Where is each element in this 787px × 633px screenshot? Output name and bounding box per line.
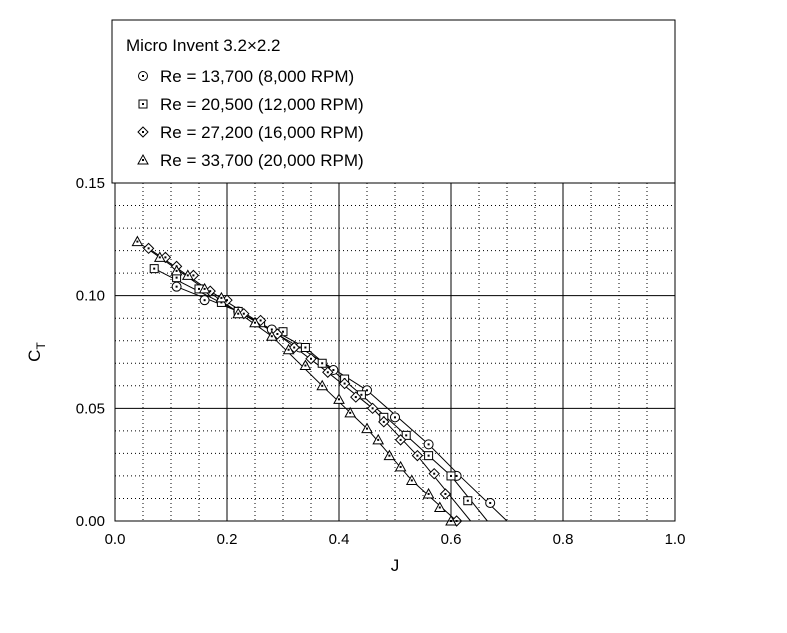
series-3-point	[411, 449, 424, 462]
series-4-point	[316, 379, 329, 391]
series-3-point	[378, 416, 390, 428]
series-4-point	[232, 307, 245, 319]
y-axis-title: CT	[25, 342, 48, 362]
legend-marker	[138, 99, 148, 109]
series-4-point	[170, 264, 183, 276]
series-4-point	[282, 343, 295, 355]
y-tick-labels: 0.00 0.05 0.10 0.15	[76, 175, 105, 530]
y-axis-title-subscript: T	[34, 342, 48, 350]
series-4-point	[405, 474, 418, 485]
legend-title: Micro Invent 3.2×2.2	[126, 36, 281, 55]
series-2-point	[424, 451, 434, 461]
series-3-point	[322, 366, 334, 378]
legend-entry-label: Re = 13,700 (8,000 RPM)	[160, 67, 354, 86]
series-2-point	[149, 264, 159, 274]
series-4-point	[198, 282, 211, 294]
legend: Micro Invent 3.2×2.2 Re = 13,700 (8,000 …	[111, 19, 676, 184]
series-3-point	[305, 353, 317, 365]
y-tick-label: 0.10	[76, 288, 105, 305]
legend-entries: Re = 13,700 (8,000 RPM) Re = 20,500 (12,0…	[137, 67, 364, 170]
series-2-point	[300, 342, 310, 352]
series-4-point	[265, 330, 278, 341]
x-tick-label: 0.4	[329, 531, 350, 548]
legend-marker	[138, 71, 148, 81]
series-2-line	[153, 268, 488, 522]
grid	[115, 183, 675, 521]
legend-marker	[137, 126, 149, 138]
legend-entry-label: Re = 27,200 (16,000 RPM)	[160, 123, 364, 142]
series-1-point	[199, 295, 210, 306]
legend-entry-label: Re = 33,700 (20,000 RPM)	[160, 151, 364, 170]
series-3-point	[142, 242, 155, 255]
legend-box	[111, 19, 676, 184]
series-4-point	[383, 449, 396, 461]
series-4-point	[215, 291, 228, 303]
series-4-point	[299, 359, 312, 371]
series-4-point	[361, 422, 373, 434]
x-tick-label: 0.6	[441, 531, 462, 548]
series-4-point	[372, 433, 385, 445]
series-1-point	[171, 281, 182, 292]
x-tick-label: 0.8	[553, 531, 574, 548]
series-4-point	[181, 269, 194, 280]
series-4-line	[137, 241, 457, 522]
series-3-point	[428, 467, 440, 480]
x-tick-label: 0.0	[105, 531, 126, 548]
legend-entry-label: Re = 20,500 (12,000 RPM)	[160, 95, 364, 114]
series-3-point	[394, 434, 407, 446]
series-3-point	[350, 391, 362, 403]
series-1-point	[423, 439, 434, 450]
series-4-point	[394, 460, 407, 472]
series-3-point	[366, 402, 379, 415]
series-1-point	[485, 497, 496, 508]
x-tick-label: 1.0	[665, 531, 686, 548]
series-4-point	[333, 393, 345, 404]
series-2-point	[401, 430, 411, 440]
series-3-point	[338, 377, 351, 390]
series-2-point	[446, 471, 456, 481]
legend-marker	[137, 153, 149, 165]
series-2-point	[463, 496, 473, 506]
y-axis-title-main: C	[25, 350, 44, 362]
series-4-point	[249, 316, 261, 328]
x-axis-title: J	[391, 556, 400, 575]
series-4-point	[422, 487, 435, 499]
series-3-point	[439, 488, 452, 500]
x-tick-labels: 0.0 0.2 0.4 0.6 0.8 1.0	[105, 531, 686, 548]
series-1-point	[390, 412, 400, 423]
y-tick-label: 0.15	[76, 175, 105, 192]
series-4-point	[153, 251, 166, 262]
y-tick-label: 0.00	[76, 513, 105, 530]
series-2-point	[317, 358, 327, 368]
x-tick-label: 0.2	[217, 531, 238, 548]
series-4-point	[344, 406, 357, 418]
series-4-point	[433, 501, 446, 512]
series-markers	[131, 235, 496, 527]
series-4-point	[131, 235, 144, 247]
y-tick-label: 0.05	[76, 400, 105, 417]
